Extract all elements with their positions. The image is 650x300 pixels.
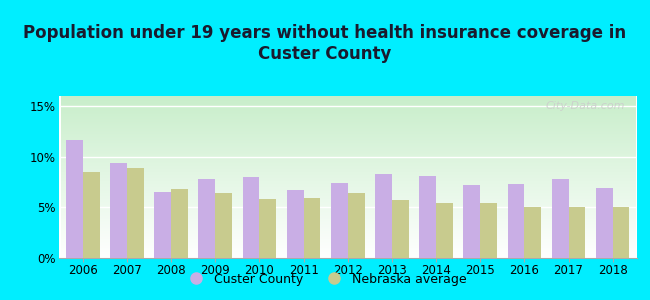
Bar xyxy=(480,203,497,258)
Bar xyxy=(375,174,392,258)
Bar xyxy=(508,184,525,258)
Bar xyxy=(83,172,99,258)
Bar xyxy=(198,179,215,258)
Bar xyxy=(525,207,541,258)
Bar xyxy=(304,198,320,258)
Bar xyxy=(242,177,259,258)
Bar xyxy=(66,140,83,258)
Bar xyxy=(287,190,304,258)
Legend: Custer County, Nebraska average: Custer County, Nebraska average xyxy=(179,268,471,291)
Bar xyxy=(552,179,569,258)
Bar xyxy=(127,168,144,258)
Bar xyxy=(171,189,188,258)
Bar xyxy=(436,203,453,258)
Bar xyxy=(331,183,348,258)
Text: City-Data.com: City-Data.com xyxy=(546,101,625,111)
Bar xyxy=(348,193,365,258)
Bar xyxy=(463,185,480,258)
Bar xyxy=(613,207,629,258)
Bar xyxy=(419,176,436,258)
Bar xyxy=(569,207,586,258)
Bar xyxy=(596,188,613,258)
Bar xyxy=(110,163,127,258)
Bar xyxy=(392,200,409,258)
Bar xyxy=(154,192,171,258)
Bar xyxy=(259,199,276,258)
Bar xyxy=(215,193,232,258)
Text: Population under 19 years without health insurance coverage in
Custer County: Population under 19 years without health… xyxy=(23,24,627,63)
